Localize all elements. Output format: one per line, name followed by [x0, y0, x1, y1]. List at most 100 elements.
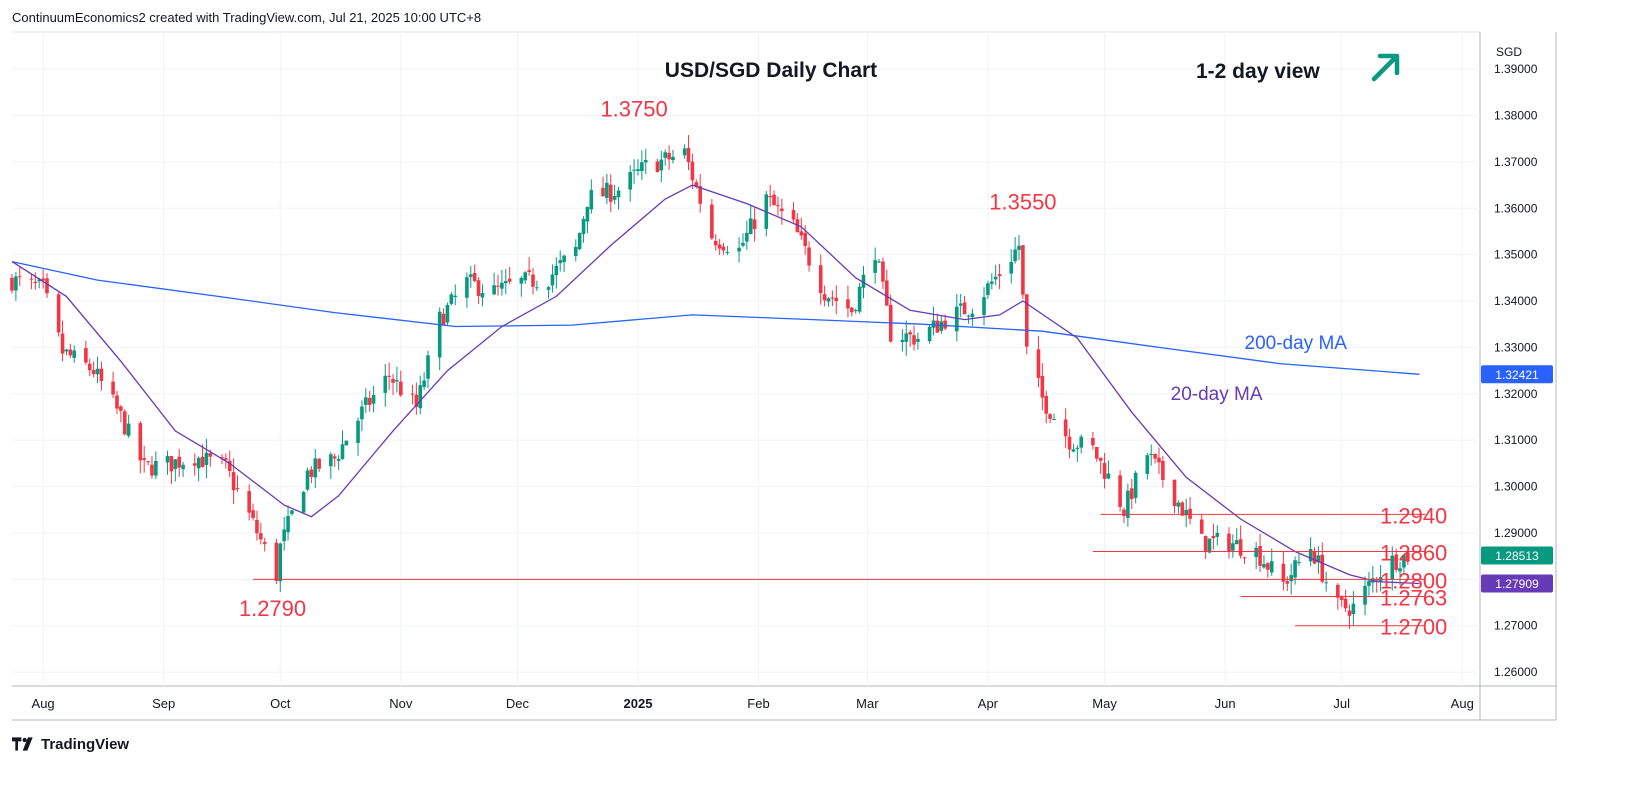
tradingview-logo[interactable]: TradingView [12, 734, 129, 754]
candle-body [72, 350, 77, 358]
view-label: 1-2 day view [1196, 60, 1320, 83]
y-tick-label: 1.38000 [1494, 108, 1538, 122]
candle [41, 269, 45, 289]
level-label: 1.2700 [1380, 615, 1447, 640]
candle-body [290, 510, 294, 514]
candle [686, 135, 691, 171]
candle-body [329, 454, 333, 467]
candle-body [1176, 502, 1181, 507]
candle-body [122, 411, 127, 435]
candle-body [383, 375, 388, 393]
candle-body [507, 278, 512, 282]
peak-label: 1.3750 [600, 97, 667, 122]
y-tick-label: 1.34000 [1494, 294, 1538, 308]
candle [313, 448, 318, 489]
candle [56, 292, 61, 337]
candle-body [873, 260, 877, 273]
candle [1153, 453, 1157, 464]
candle-body [717, 244, 722, 249]
x-tick-label: Oct [270, 696, 291, 711]
candle [309, 466, 314, 484]
candle-body [1336, 584, 1340, 598]
ma-label: 200-day MA [1245, 333, 1348, 354]
candle-body [546, 287, 551, 290]
candle-body [577, 233, 582, 250]
x-tick-label: May [1092, 696, 1117, 711]
x-tick-label: Aug [1451, 696, 1474, 711]
candle-body [632, 169, 636, 171]
candle [1269, 548, 1274, 576]
candle-body [912, 335, 916, 345]
candle [1067, 428, 1072, 459]
candle-body [659, 159, 664, 171]
candle-body [822, 294, 827, 301]
x-tick-label: Nov [389, 696, 413, 711]
candle [764, 190, 769, 237]
candle [970, 308, 975, 327]
candle-body [997, 274, 1002, 277]
candle-body [309, 469, 314, 477]
candle [1149, 444, 1154, 466]
candle [1013, 237, 1017, 264]
candle [142, 445, 146, 473]
candle [181, 461, 185, 477]
candle-body [437, 311, 442, 358]
candle-body [138, 423, 143, 461]
candle-body [208, 453, 213, 457]
candle [340, 430, 345, 461]
candle-body [1203, 535, 1208, 551]
candle [885, 269, 889, 306]
candle [500, 269, 504, 296]
candle-body [1013, 249, 1017, 262]
candle-body [1207, 538, 1212, 553]
candle [1052, 413, 1056, 421]
candle-body [255, 519, 259, 534]
candle-body [970, 313, 975, 318]
candle-body [1390, 555, 1395, 580]
candle [682, 144, 687, 159]
candle-body [776, 205, 780, 207]
candle [822, 285, 827, 307]
candle-body [581, 219, 586, 234]
ma200-price-badge: 1.32421 [1481, 365, 1553, 384]
candle [418, 375, 423, 415]
candle-body [278, 543, 283, 582]
candle [360, 400, 364, 432]
candle-body [1211, 535, 1216, 539]
candle-body [476, 280, 481, 296]
candle-body [1126, 490, 1130, 518]
candle [558, 250, 563, 272]
candle [741, 233, 745, 248]
candle-body [340, 444, 345, 460]
candle-body [655, 161, 660, 173]
candle [1258, 533, 1262, 572]
candle [931, 306, 936, 336]
candle-body [41, 278, 45, 281]
candle [1203, 535, 1208, 559]
candle-body [262, 542, 267, 544]
candle [900, 329, 905, 352]
level-label: 1.2940 [1380, 503, 1447, 528]
candle [371, 385, 376, 413]
candle [1285, 576, 1290, 591]
candle [1266, 562, 1270, 578]
candle [535, 280, 539, 291]
candle-body [259, 533, 263, 540]
candle [643, 148, 648, 174]
candle-body [68, 349, 73, 356]
candle [119, 404, 123, 423]
candle [282, 516, 286, 551]
ma20-price-badge-bg [1481, 574, 1553, 593]
candle-body [958, 303, 963, 306]
candle-body [84, 348, 88, 363]
candle-body [387, 375, 391, 377]
candle [1347, 604, 1352, 629]
candle-body [585, 206, 590, 222]
candle [1293, 556, 1297, 585]
candle [480, 284, 485, 307]
candle-body [927, 326, 932, 342]
candle [1129, 478, 1134, 510]
candle-body [721, 246, 726, 251]
candle [200, 444, 205, 468]
